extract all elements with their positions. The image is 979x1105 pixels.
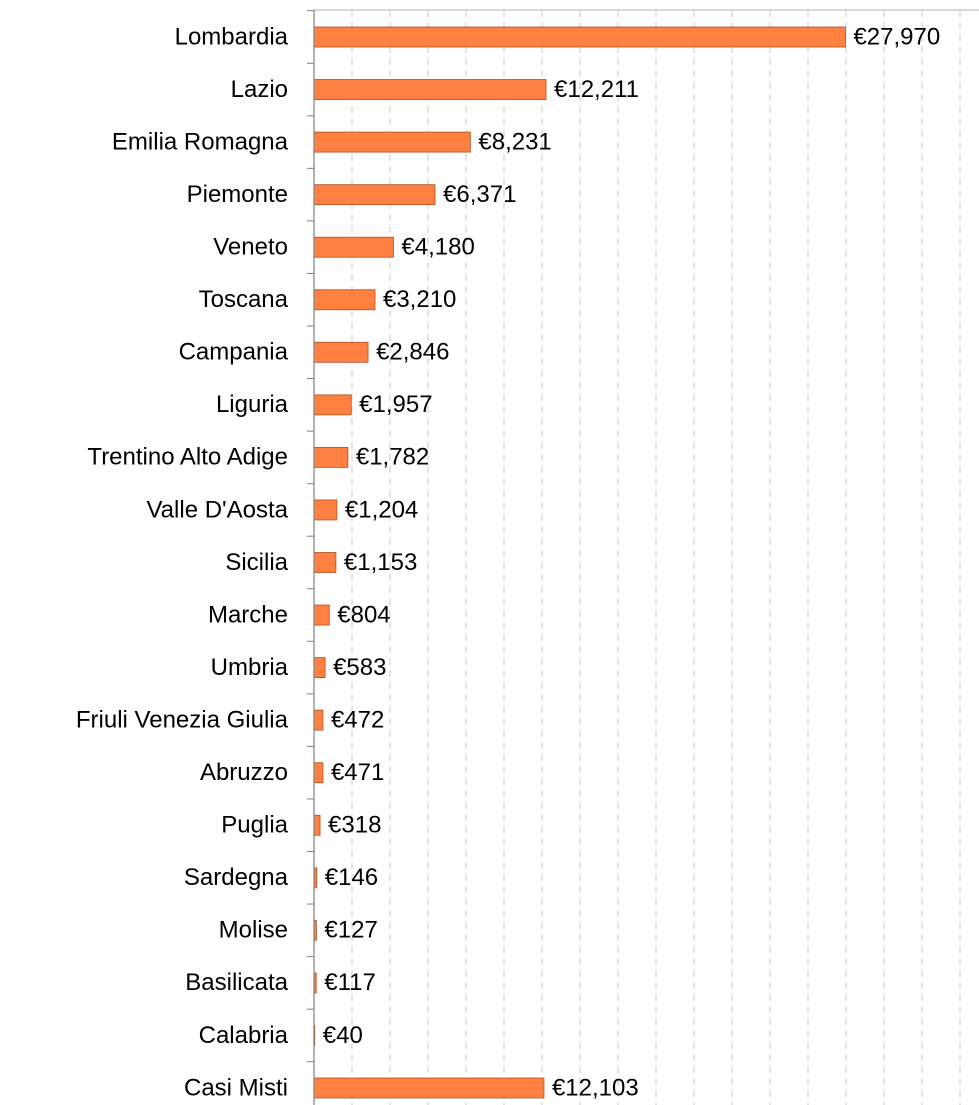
y-tick-label: Casi Misti bbox=[184, 1074, 288, 1101]
bar bbox=[313, 446, 349, 468]
value-label: €1,153 bbox=[344, 549, 417, 576]
y-tick-label: Piemonte bbox=[187, 181, 288, 208]
y-tick-label: Umbria bbox=[211, 654, 289, 681]
bar bbox=[313, 499, 338, 521]
y-tick-label: Campania bbox=[179, 339, 289, 366]
y-tick-label: Friuli Venezia Giulia bbox=[76, 706, 289, 733]
value-label: €127 bbox=[324, 917, 377, 944]
y-tick-label: Basilicata bbox=[185, 969, 288, 996]
value-label: €117 bbox=[324, 969, 376, 996]
value-label: €1,782 bbox=[356, 444, 429, 471]
value-label: €8,231 bbox=[478, 128, 551, 155]
bar bbox=[313, 1077, 545, 1099]
y-tick-label: Puglia bbox=[221, 812, 288, 839]
y-tick-label: Trentino Alto Adige bbox=[87, 444, 288, 471]
y-tick-label: Abruzzo bbox=[200, 759, 288, 786]
y-tick-label: Lazio bbox=[231, 76, 288, 103]
value-label: €583 bbox=[333, 654, 386, 681]
y-tick-label: Liguria bbox=[216, 391, 289, 418]
bar bbox=[313, 762, 324, 784]
value-label: €3,210 bbox=[383, 286, 456, 313]
bar bbox=[313, 709, 324, 731]
bar bbox=[313, 236, 394, 258]
value-label: €12,103 bbox=[552, 1074, 639, 1101]
value-label: €472 bbox=[331, 706, 384, 733]
value-label: €2,846 bbox=[376, 339, 449, 366]
bar bbox=[313, 289, 376, 311]
y-tick-label: Valle D'Aosta bbox=[146, 496, 288, 523]
value-label: €40 bbox=[323, 1022, 363, 1049]
bar bbox=[313, 26, 846, 48]
value-label: €6,371 bbox=[443, 181, 516, 208]
bar bbox=[313, 184, 436, 206]
bar bbox=[313, 657, 326, 678]
y-tick-label: Molise bbox=[219, 917, 288, 944]
value-label: €12,211 bbox=[554, 76, 639, 103]
value-label: €804 bbox=[337, 601, 390, 628]
y-tick-label: Marche bbox=[208, 601, 288, 628]
bar bbox=[313, 814, 321, 836]
y-tick-label: Lombardia bbox=[175, 23, 289, 50]
value-label: €4,180 bbox=[401, 234, 474, 261]
y-tick-label: Toscana bbox=[199, 286, 289, 313]
y-tick-label: Sicilia bbox=[225, 549, 288, 576]
value-label: €1,957 bbox=[359, 391, 432, 418]
bar bbox=[313, 604, 330, 626]
value-label: €1,204 bbox=[345, 496, 418, 523]
value-label: €27,970 bbox=[853, 23, 940, 50]
value-label: €471 bbox=[331, 759, 384, 786]
y-tick-label: Veneto bbox=[213, 234, 288, 261]
value-label: €146 bbox=[325, 864, 378, 891]
value-label: €318 bbox=[328, 812, 381, 839]
bar bbox=[313, 341, 369, 363]
bar bbox=[313, 131, 471, 153]
bar bbox=[313, 394, 352, 416]
y-tick-label: Sardegna bbox=[184, 864, 289, 891]
y-tick-label: Emilia Romagna bbox=[112, 128, 289, 155]
bar bbox=[313, 552, 337, 573]
y-tick-label: Calabria bbox=[199, 1022, 289, 1049]
bar bbox=[313, 79, 547, 100]
